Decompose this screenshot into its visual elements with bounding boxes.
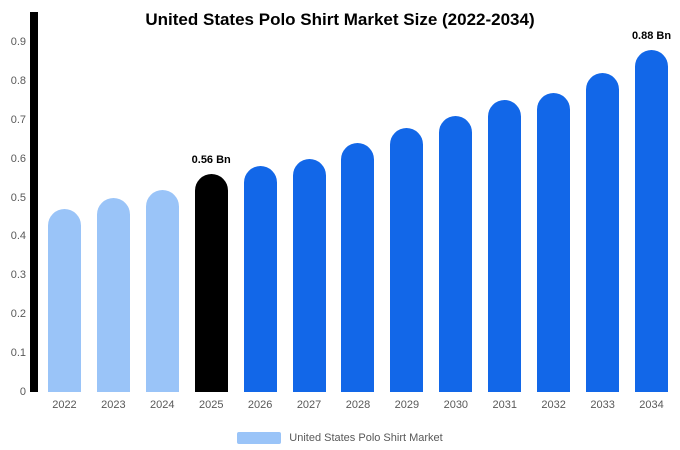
x-tick-label: 2025 [198, 399, 224, 411]
y-axis-spine [30, 12, 38, 392]
bar-2025 [194, 174, 228, 392]
y-tick-label: 0.2 [10, 308, 26, 321]
legend: United States Polo Shirt Market [0, 432, 680, 444]
y-tick-label: 0.3 [10, 269, 26, 282]
y-tick-label: 0.5 [10, 191, 26, 204]
bar-slot: 2023 [89, 42, 138, 411]
bars: 2022 2023 2024 0.56 Bn 2025 2026 2027 2028 2029 2… [40, 30, 676, 411]
bar-2023 [96, 197, 130, 392]
bar-slot: 0.56 Bn 2025 [187, 42, 236, 411]
y-tick-label: 0.7 [10, 113, 26, 126]
bar-2030 [439, 115, 473, 392]
bar-2031 [488, 100, 522, 392]
bar-2029 [390, 127, 424, 392]
x-tick-label: 2029 [394, 399, 420, 411]
bar-slot: 2026 [236, 42, 285, 411]
x-tick-label: 2027 [296, 399, 322, 411]
bar-slot: 2028 [334, 42, 383, 411]
chart-title: United States Polo Shirt Market Size (20… [145, 10, 535, 29]
bar-slot: 2022 [40, 42, 89, 411]
x-tick-label: 2031 [492, 399, 517, 411]
x-tick-label: 2024 [150, 399, 175, 411]
bar-2033 [586, 73, 620, 392]
x-tick-label: 2022 [52, 399, 77, 411]
bar-2022 [47, 209, 81, 392]
y-tick-label: 0.8 [10, 74, 26, 87]
value-label: 0.56 Bn [191, 154, 231, 167]
bar-2024 [145, 189, 179, 392]
bar-slot: 2029 [382, 42, 431, 411]
value-label: 0.88 Bn [631, 29, 672, 42]
x-tick-label: 2034 [639, 399, 664, 411]
legend-swatch-icon [237, 432, 282, 444]
x-tick-label: 2032 [541, 399, 566, 411]
bar-slot: 2031 [480, 42, 529, 411]
bar-slot: 0.88 Bn 2034 [627, 30, 676, 411]
bar-slot: 2024 [138, 42, 187, 411]
bar-slot: 2032 [529, 42, 578, 411]
x-tick-label: 2033 [590, 399, 615, 411]
y-axis: 0 0.1 0.2 0.3 0.4 0.5 0.6 0.7 0.8 0.9 [0, 0, 26, 450]
bar-2032 [537, 92, 571, 392]
y-tick-label: 0.4 [10, 230, 26, 243]
y-tick-label: 0.6 [10, 152, 26, 165]
y-tick-label: 0.1 [10, 347, 26, 360]
x-tick-label: 2023 [101, 399, 126, 411]
bar-2026 [243, 166, 277, 392]
x-tick-label: 2026 [247, 399, 273, 411]
bar-slot: 2033 [578, 42, 627, 411]
x-tick-label: 2030 [443, 399, 469, 411]
y-tick-label: 0 [19, 386, 26, 398]
bar-2027 [292, 158, 326, 392]
y-tick-label: 0.9 [10, 36, 26, 48]
bar-slot: 2030 [431, 42, 480, 411]
bar-2028 [341, 143, 375, 392]
legend-label: United States Polo Shirt Market [289, 432, 443, 444]
bar-slot: 2027 [285, 42, 334, 411]
bar-2034 [635, 49, 669, 392]
x-tick-label: 2028 [345, 399, 371, 411]
